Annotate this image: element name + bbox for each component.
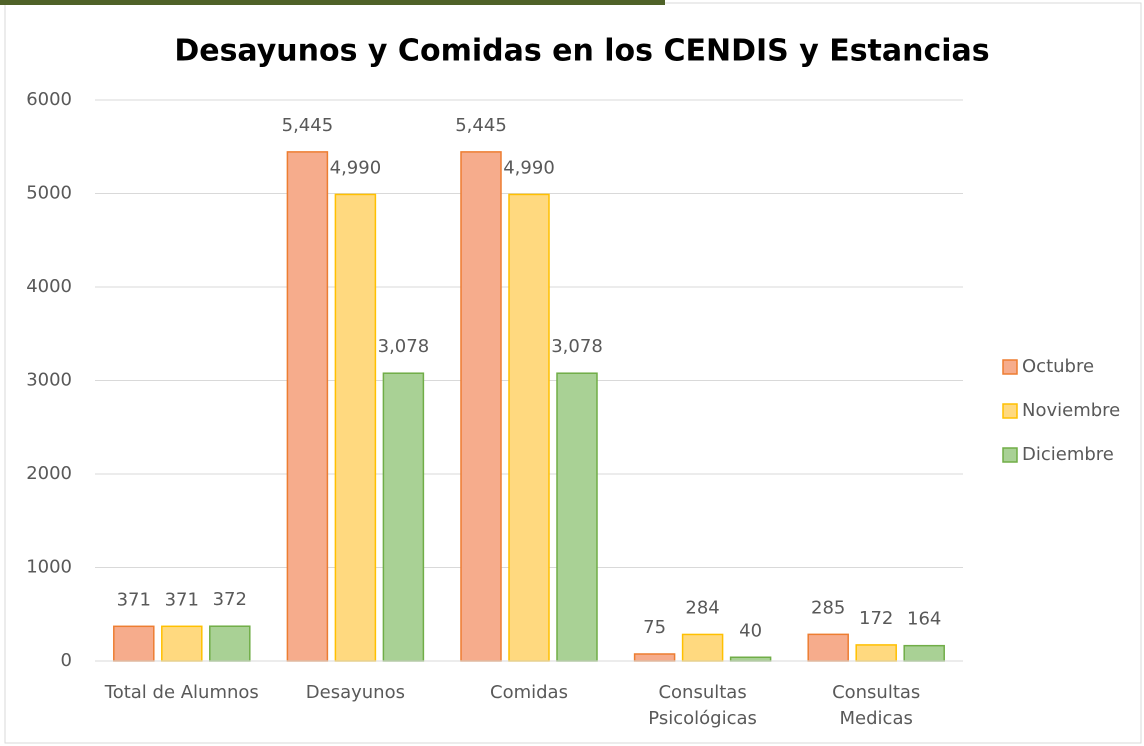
legend-label: Octubre — [1022, 356, 1094, 377]
x-tick-label: Consultas Psicológicas — [648, 682, 757, 729]
bar — [556, 372, 598, 662]
chart-title: Desayunos y Comidas en los CENDIS y Esta… — [174, 34, 989, 69]
bar — [334, 193, 377, 662]
value-label: 164 — [907, 609, 941, 630]
value-label: 5,445 — [455, 115, 507, 136]
bar — [807, 633, 849, 662]
value-label: 40 — [739, 620, 762, 641]
x-tick-label: Comidas — [490, 682, 568, 703]
value-label: 3,078 — [378, 336, 430, 357]
bar — [209, 625, 251, 662]
value-label: 371 — [117, 589, 151, 610]
value-label: 3,078 — [551, 336, 603, 357]
bar — [161, 625, 203, 662]
bar — [681, 633, 724, 662]
bar — [382, 372, 425, 662]
y-tick-label: 4000 — [26, 276, 72, 297]
bar — [633, 653, 676, 662]
bar — [286, 151, 329, 662]
y-tick-label: 5000 — [26, 183, 72, 204]
bar — [729, 656, 772, 662]
legend-swatch — [1002, 447, 1018, 463]
bar — [113, 625, 155, 662]
x-tick-label: Desayunos — [305, 682, 405, 703]
legend-swatch — [1002, 403, 1018, 419]
y-tick-label: 6000 — [26, 89, 72, 110]
value-label: 372 — [213, 589, 247, 610]
value-label: 75 — [643, 617, 666, 638]
bar — [508, 193, 550, 662]
legend-swatch — [1002, 359, 1018, 375]
bar — [903, 644, 945, 662]
value-label: 285 — [811, 597, 845, 618]
top-bar — [0, 0, 665, 5]
value-label: 4,990 — [503, 157, 555, 178]
value-label: 284 — [685, 597, 719, 618]
x-tick-label: Total de Alumnos — [104, 682, 259, 703]
y-tick-label: 3000 — [26, 370, 72, 391]
y-tick-label: 0 — [61, 650, 72, 671]
legend-label: Diciembre — [1022, 444, 1114, 465]
bar — [855, 644, 897, 662]
value-label: 172 — [859, 608, 893, 629]
value-label: 5,445 — [282, 115, 334, 136]
legend-label: Noviembre — [1022, 400, 1120, 421]
x-tick-label: Consultas Medicas — [832, 682, 921, 729]
value-label: 4,990 — [330, 157, 382, 178]
y-tick-label: 2000 — [26, 463, 72, 484]
bar — [460, 151, 502, 662]
value-label: 371 — [165, 589, 199, 610]
y-tick-label: 1000 — [26, 557, 72, 578]
